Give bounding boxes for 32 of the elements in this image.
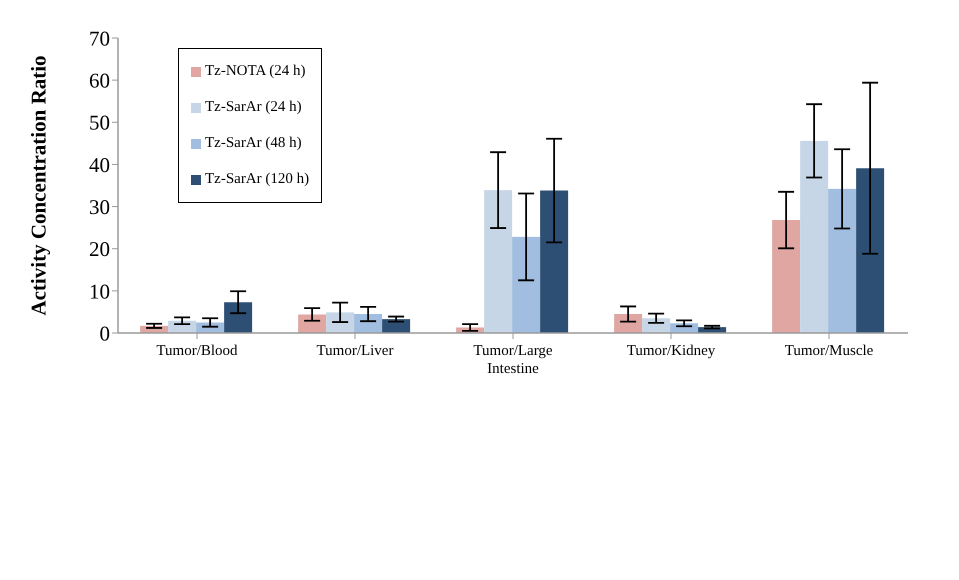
- x-tick-label: Tumor/Liver: [316, 343, 394, 359]
- bar: [800, 140, 828, 333]
- bar: [828, 188, 856, 333]
- y-tick-label: 60: [89, 68, 110, 93]
- y-tick-label: 20: [89, 237, 110, 262]
- bar: [484, 190, 512, 333]
- bar: [772, 220, 800, 333]
- y-tick-label: 50: [89, 110, 110, 135]
- bar: [540, 190, 568, 333]
- bar: [512, 236, 540, 333]
- bar: [168, 320, 196, 333]
- y-tick-label: 40: [89, 152, 110, 177]
- x-tick-label: Tumor/Kidney: [626, 343, 716, 359]
- y-axis-title: Activity Concentration Ratio: [26, 55, 50, 316]
- bar: [224, 302, 252, 333]
- y-tick-label: 10: [89, 279, 110, 304]
- x-tick-label: Tumor/Muscle: [784, 343, 874, 359]
- bar: [354, 314, 382, 333]
- y-tick-label: 70: [89, 26, 110, 50]
- legend-label: Tz-SarAr (24 h): [205, 99, 302, 116]
- y-tick-label: 0: [100, 321, 110, 346]
- x-tick-label: Tumor/Large Intestine: [473, 343, 553, 377]
- legend-label: Tz-NOTA (24 h): [205, 63, 306, 80]
- bar: [856, 168, 884, 333]
- bar: [614, 314, 642, 333]
- y-tick-label: 30: [89, 195, 110, 220]
- legend-label: Tz-SarAr (48 h): [205, 135, 302, 152]
- x-tick-label: Tumor/Blood: [156, 343, 238, 359]
- bar: [298, 314, 326, 333]
- legend-label: Tz-SarAr (120 h): [205, 171, 310, 188]
- bar: [382, 319, 410, 333]
- bar: [326, 312, 354, 333]
